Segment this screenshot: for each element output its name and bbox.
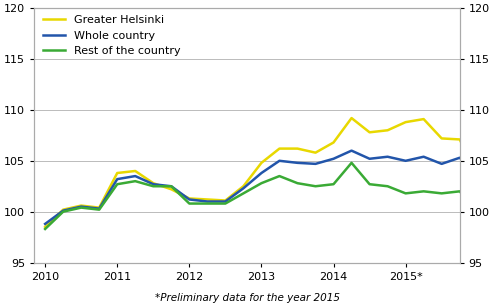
Rest of the country: [313, 185, 319, 188]
Rest of the country: [439, 192, 445, 195]
Whole country: [475, 173, 481, 177]
Rest of the country: [258, 181, 264, 185]
Whole country: [132, 174, 138, 178]
Rest of the country: [475, 210, 481, 213]
Greater Helsinki: [475, 174, 481, 178]
Greater Helsinki: [150, 181, 156, 185]
Whole country: [313, 162, 319, 166]
Greater Helsinki: [132, 169, 138, 173]
Greater Helsinki: [313, 151, 319, 154]
Rest of the country: [78, 206, 84, 209]
Whole country: [457, 156, 463, 160]
Line: Whole country: Whole country: [45, 150, 494, 224]
Whole country: [330, 157, 336, 161]
Rest of the country: [349, 161, 355, 165]
Whole country: [241, 186, 247, 190]
Greater Helsinki: [60, 208, 66, 212]
Whole country: [439, 162, 445, 166]
Rest of the country: [493, 217, 494, 221]
Greater Helsinki: [96, 206, 102, 209]
Greater Helsinki: [277, 147, 283, 150]
Rest of the country: [42, 227, 48, 231]
Whole country: [258, 171, 264, 175]
Rest of the country: [367, 182, 372, 186]
Rest of the country: [421, 189, 427, 193]
Legend: Greater Helsinki, Whole country, Rest of the country: Greater Helsinki, Whole country, Rest of…: [39, 11, 185, 61]
Whole country: [96, 207, 102, 210]
Rest of the country: [294, 181, 300, 185]
Greater Helsinki: [241, 185, 247, 188]
Whole country: [114, 177, 120, 181]
Rest of the country: [330, 182, 336, 186]
Whole country: [222, 200, 228, 203]
Greater Helsinki: [457, 138, 463, 141]
Rest of the country: [241, 192, 247, 195]
Greater Helsinki: [439, 136, 445, 140]
Whole country: [367, 157, 372, 161]
Rest of the country: [150, 185, 156, 188]
Greater Helsinki: [205, 198, 210, 201]
Greater Helsinki: [294, 147, 300, 150]
Whole country: [349, 149, 355, 152]
Whole country: [168, 185, 174, 188]
Rest of the country: [114, 182, 120, 186]
Greater Helsinki: [493, 139, 494, 142]
Rest of the country: [132, 179, 138, 183]
Line: Greater Helsinki: Greater Helsinki: [45, 118, 494, 227]
Rest of the country: [457, 189, 463, 193]
Greater Helsinki: [349, 116, 355, 120]
Whole country: [294, 161, 300, 165]
Greater Helsinki: [403, 120, 409, 124]
Greater Helsinki: [258, 161, 264, 165]
Rest of the country: [168, 185, 174, 188]
Whole country: [385, 155, 391, 159]
Rest of the country: [222, 202, 228, 206]
Greater Helsinki: [114, 171, 120, 175]
Greater Helsinki: [385, 129, 391, 132]
Whole country: [78, 205, 84, 209]
Greater Helsinki: [330, 141, 336, 144]
Rest of the country: [205, 202, 210, 206]
Whole country: [493, 177, 494, 181]
Greater Helsinki: [421, 117, 427, 121]
Whole country: [42, 222, 48, 226]
Greater Helsinki: [367, 130, 372, 134]
Line: Rest of the country: Rest of the country: [45, 163, 494, 229]
Greater Helsinki: [42, 225, 48, 229]
Greater Helsinki: [222, 199, 228, 202]
Rest of the country: [385, 185, 391, 188]
Rest of the country: [403, 192, 409, 195]
Rest of the country: [96, 208, 102, 212]
Whole country: [60, 209, 66, 212]
Rest of the country: [277, 174, 283, 178]
Greater Helsinki: [186, 197, 192, 200]
Whole country: [186, 198, 192, 201]
Rest of the country: [186, 202, 192, 206]
Text: *Preliminary data for the year 2015: *Preliminary data for the year 2015: [155, 293, 339, 303]
Whole country: [150, 182, 156, 186]
Whole country: [277, 159, 283, 163]
Whole country: [205, 200, 210, 203]
Greater Helsinki: [168, 188, 174, 191]
Rest of the country: [60, 210, 66, 213]
Whole country: [421, 155, 427, 159]
Greater Helsinki: [78, 204, 84, 207]
Whole country: [403, 159, 409, 163]
